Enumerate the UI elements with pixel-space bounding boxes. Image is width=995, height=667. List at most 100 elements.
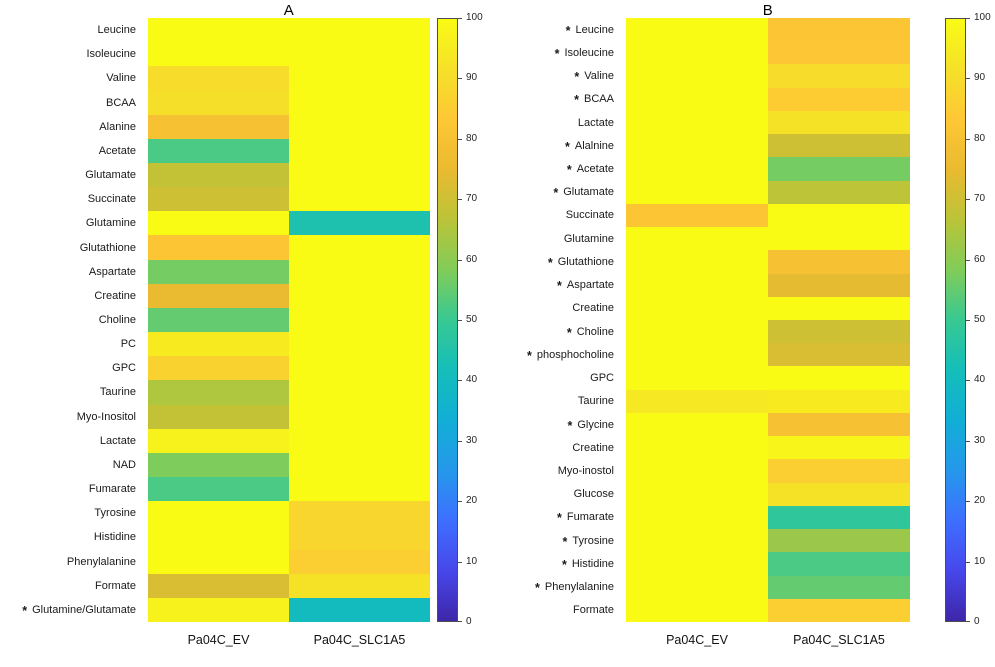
row-label: Aspartate xyxy=(0,260,142,284)
colorbar-tickmark xyxy=(966,501,970,503)
heatmap-cell xyxy=(148,597,289,622)
heatmap-cell xyxy=(626,598,768,622)
colorbar-tick-label: 60 xyxy=(974,253,986,265)
row-label: * Fumarate xyxy=(420,506,620,529)
heatmap-cell xyxy=(768,64,910,88)
colorbar-tickmark xyxy=(966,199,970,201)
row-label-text: Tyrosine xyxy=(572,534,614,547)
heatmap-cell xyxy=(148,138,289,163)
row-label-text: Choline xyxy=(98,313,136,326)
significance-asterisk: * xyxy=(574,70,580,85)
heatmap-cell xyxy=(768,366,910,390)
heatmap-cell xyxy=(148,452,289,478)
panel-a-colorbar-ticks: 0 10 20 30 40 50 60 70 80 90 100 xyxy=(437,13,495,627)
panel-b-colorbar-gradient xyxy=(945,18,966,622)
heatmap-cell xyxy=(289,549,430,574)
colorbar-tickmark xyxy=(966,621,970,622)
colorbar-tickmark xyxy=(458,501,462,503)
row-label: Taurine xyxy=(0,380,142,404)
row-label-text: PC xyxy=(120,338,136,351)
row-label-text: BCAA xyxy=(584,93,614,106)
row-label-text: Glutathione xyxy=(79,241,136,254)
heatmap-cell xyxy=(289,428,430,453)
row-label-text: Lactate xyxy=(99,434,136,447)
heatmap-cell xyxy=(148,404,289,429)
row-label-text: Creatine xyxy=(572,302,614,315)
row-label-text: Acetate xyxy=(98,144,136,157)
colorbar-tick-label: 90 xyxy=(974,72,986,84)
heatmap-cell xyxy=(626,482,768,506)
significance-asterisk: * xyxy=(554,46,560,61)
panel-b-column-labels: Pa04C_EV Pa04C_SLC1A5 xyxy=(626,633,910,647)
heatmap-cell xyxy=(626,250,768,274)
heatmap-cell xyxy=(148,380,289,405)
row-label-text: Taurine xyxy=(577,395,614,408)
heatmap-cell xyxy=(768,250,910,274)
colorbar-tickmark xyxy=(458,199,462,201)
heatmap-cell xyxy=(768,296,910,320)
row-label: Phenylalanine xyxy=(0,550,142,574)
colorbar-tick-label: 80 xyxy=(466,132,478,144)
heatmap-cell xyxy=(626,227,768,251)
panel-a-row-labels: Leucine Isoleucine Valine BCAA Alanine Acetat… xyxy=(0,18,142,622)
heatmap-cell xyxy=(289,356,430,381)
heatmap-cell xyxy=(148,211,289,236)
colorbar-tick-label: 0 xyxy=(974,616,980,627)
colorbar-tickmark xyxy=(458,320,462,321)
row-label: * phosphocholine xyxy=(420,343,620,366)
panel-a-column-labels: Pa04C_EV Pa04C_SLC1A5 xyxy=(148,633,430,647)
colorbar-tickmark xyxy=(966,18,970,19)
row-label: * Acetate xyxy=(420,157,620,180)
row-label-text: Taurine xyxy=(99,386,136,399)
heatmap-cell xyxy=(626,529,768,553)
row-label-text: phosphocholine xyxy=(536,348,614,361)
panel-b-row-labels: * Leucine * Isoleucine * Valine * BCAA Lactate * A… xyxy=(420,18,620,622)
row-label: Alanine xyxy=(0,115,142,139)
row-label-text: Creatine xyxy=(94,289,136,302)
colorbar-tick-label: 100 xyxy=(974,12,991,23)
heatmap-cell xyxy=(768,110,910,135)
significance-asterisk: * xyxy=(566,325,572,340)
row-label-text: Glutamine/Glutamate xyxy=(32,603,136,616)
row-label: BCAA xyxy=(0,90,142,114)
colorbar-tickmark xyxy=(458,138,462,140)
row-label-text: Glutamate xyxy=(563,186,614,199)
row-label-text: Succinate xyxy=(87,193,136,206)
row-label-text: Valine xyxy=(584,70,614,83)
heatmap-cell xyxy=(289,332,430,357)
panel-b-colorbar: 0 10 20 30 40 50 60 70 80 90 100 xyxy=(945,13,995,627)
row-label: * Leucine xyxy=(420,18,620,41)
colorbar-tickmark xyxy=(966,380,970,382)
heatmap-cell xyxy=(626,87,768,111)
row-label-text: Leucine xyxy=(575,23,614,36)
row-label-text: Glycine xyxy=(577,418,614,431)
panel-b-column-label-ev: Pa04C_EV xyxy=(666,633,728,647)
panel-a-colorbar-gradient xyxy=(437,18,458,622)
heatmap-cell xyxy=(768,18,910,42)
heatmap-cell xyxy=(626,296,768,320)
panel-b-heatmap-grid xyxy=(626,18,910,622)
row-label: PC xyxy=(0,332,142,356)
heatmap-cell xyxy=(768,134,910,158)
heatmap-cell xyxy=(289,307,430,333)
significance-asterisk: * xyxy=(535,581,540,596)
heatmap-cell xyxy=(626,366,768,390)
significance-asterisk: * xyxy=(564,139,570,154)
colorbar-tick-label: 30 xyxy=(974,434,986,446)
row-label: Histidine xyxy=(0,525,142,549)
row-label: Glutamate xyxy=(0,163,142,187)
colorbar-tick-label: 70 xyxy=(974,193,986,205)
panel-a-colorbar: 0 10 20 30 40 50 60 70 80 90 100 xyxy=(437,13,495,627)
row-label: Glucose xyxy=(420,483,620,506)
heatmap-cell xyxy=(148,187,289,212)
significance-asterisk: * xyxy=(527,348,532,363)
heatmap-cell xyxy=(289,211,430,236)
row-label-text: Glutamate xyxy=(85,169,136,182)
heatmap-cell xyxy=(768,505,910,530)
heatmap-cell xyxy=(148,283,289,308)
heatmap-cell xyxy=(148,114,289,139)
row-label-text: Myo-inostol xyxy=(557,464,614,477)
heatmap-cell xyxy=(289,114,430,139)
